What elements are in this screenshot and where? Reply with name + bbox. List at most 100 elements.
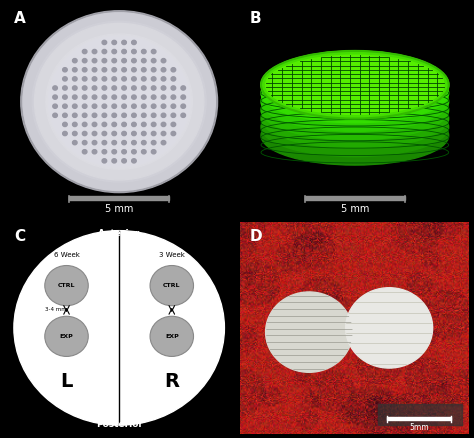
Circle shape [112,159,117,163]
Circle shape [142,122,146,127]
Circle shape [21,11,218,193]
Bar [304,196,405,200]
Circle shape [122,59,127,63]
Circle shape [82,67,87,72]
Circle shape [102,40,107,45]
Circle shape [112,104,117,108]
Circle shape [102,150,107,154]
Circle shape [122,86,127,90]
Circle shape [73,86,77,90]
Circle shape [171,131,176,136]
Text: EXP: EXP [60,334,73,339]
Circle shape [132,141,136,145]
Circle shape [53,86,57,90]
Circle shape [112,40,117,45]
Circle shape [73,59,77,63]
Ellipse shape [261,64,449,123]
Text: EXP: EXP [165,334,179,339]
Circle shape [171,86,176,90]
Text: 3-4 mm: 3-4 mm [45,307,66,312]
Circle shape [92,104,97,108]
Circle shape [132,59,136,63]
Circle shape [82,150,87,154]
Circle shape [63,77,67,81]
Circle shape [73,104,77,108]
Circle shape [142,131,146,136]
Circle shape [73,141,77,145]
Circle shape [142,49,146,54]
Circle shape [122,95,127,99]
Circle shape [181,86,185,90]
Circle shape [53,95,57,99]
Circle shape [102,59,107,63]
Circle shape [151,104,156,108]
Circle shape [82,141,87,145]
Circle shape [92,86,97,90]
Circle shape [122,159,127,163]
Circle shape [92,77,97,81]
Circle shape [112,113,117,117]
Circle shape [161,113,166,117]
Circle shape [63,131,67,136]
Text: B: B [250,11,261,26]
Circle shape [161,95,166,99]
Bar [387,417,451,420]
Circle shape [102,141,107,145]
Circle shape [132,104,136,108]
Circle shape [25,15,213,188]
Circle shape [151,150,156,154]
Circle shape [142,77,146,81]
Circle shape [142,150,146,154]
Circle shape [45,316,88,357]
Circle shape [102,159,107,163]
Text: L: L [60,372,73,391]
Circle shape [151,67,156,72]
Circle shape [132,40,136,45]
Circle shape [92,122,97,127]
Circle shape [181,104,185,108]
Circle shape [132,131,136,136]
Circle shape [14,231,224,425]
Circle shape [122,113,127,117]
Circle shape [112,122,117,127]
Circle shape [23,13,215,191]
Circle shape [48,36,190,167]
Circle shape [63,122,67,127]
Circle shape [161,59,166,63]
Text: CTRL: CTRL [163,283,181,288]
Circle shape [112,141,117,145]
Circle shape [151,141,156,145]
Circle shape [82,77,87,81]
Circle shape [102,86,107,90]
Ellipse shape [261,72,449,131]
Circle shape [82,49,87,54]
Circle shape [132,113,136,117]
Circle shape [171,104,176,108]
Circle shape [53,113,57,117]
Circle shape [92,131,97,136]
Circle shape [151,49,156,54]
Circle shape [92,95,97,99]
Text: 5 mm: 5 mm [105,204,133,214]
Circle shape [132,159,136,163]
Circle shape [171,77,176,81]
Circle shape [142,86,146,90]
Ellipse shape [261,81,449,140]
Ellipse shape [265,55,444,114]
Circle shape [151,122,156,127]
Ellipse shape [261,89,449,148]
Ellipse shape [261,106,449,165]
Circle shape [151,59,156,63]
Circle shape [142,67,146,72]
Circle shape [346,288,433,368]
Circle shape [112,150,117,154]
Circle shape [171,122,176,127]
Circle shape [161,122,166,127]
Text: 5mm: 5mm [409,423,428,431]
Circle shape [132,49,136,54]
Circle shape [112,86,117,90]
Circle shape [112,59,117,63]
Text: Posterior: Posterior [96,420,143,429]
Text: C: C [14,229,25,244]
Ellipse shape [261,51,449,119]
